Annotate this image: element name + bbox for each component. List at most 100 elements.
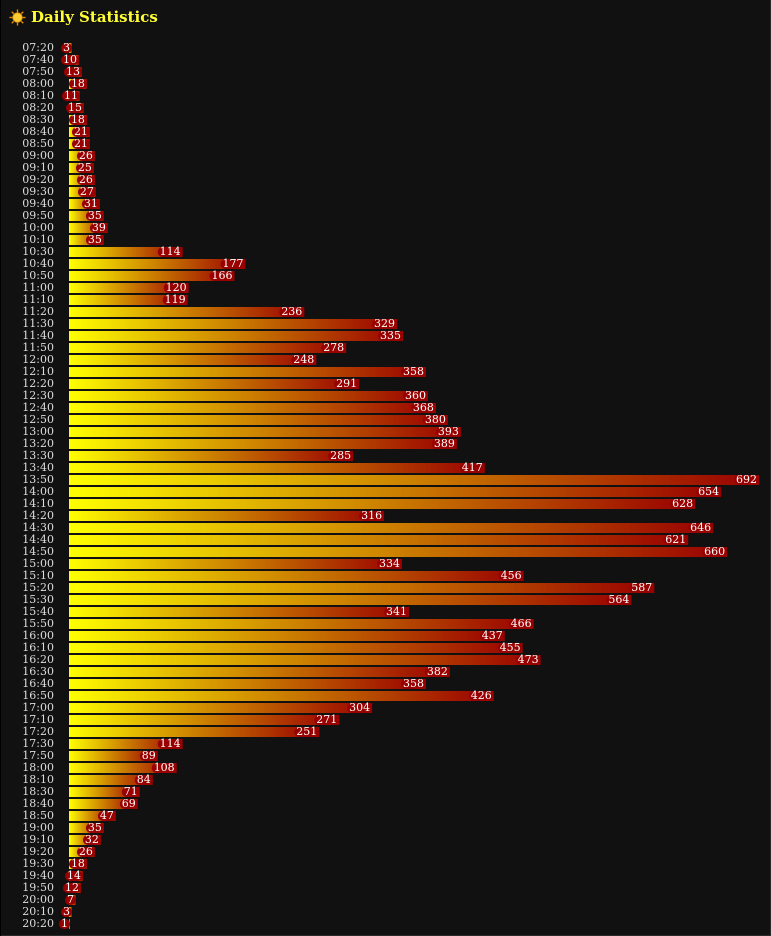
value-badge [121, 787, 140, 797]
value-label: 621 [665, 533, 686, 546]
bar [69, 367, 426, 377]
value-badge [459, 463, 485, 473]
category-label: 08:20 [22, 101, 54, 114]
category-label: 18:10 [22, 773, 54, 786]
value-label: 18 [71, 857, 85, 870]
category-label: 19:20 [22, 845, 54, 858]
value-badge [64, 895, 76, 905]
value-badge [377, 559, 403, 569]
value-label: 166 [212, 269, 233, 282]
bar [69, 391, 428, 401]
value-label: 380 [425, 413, 446, 426]
value-label: 15 [68, 101, 82, 114]
value-label: 47 [100, 809, 114, 822]
value-badge [734, 475, 759, 485]
value-label: 456 [501, 569, 522, 582]
value-label: 417 [462, 461, 483, 474]
bar [69, 355, 317, 365]
category-label: 15:50 [22, 617, 54, 630]
bar [69, 439, 457, 449]
category-label: 13:40 [22, 461, 54, 474]
value-label: 89 [142, 749, 156, 762]
bar [69, 523, 714, 533]
category-label: 19:00 [22, 821, 54, 834]
value-badge [82, 835, 101, 845]
bar [69, 427, 461, 437]
category-label: 09:10 [22, 161, 54, 174]
value-badge [61, 91, 80, 101]
value-badge [497, 643, 523, 653]
bar [69, 259, 246, 269]
category-label: 15:20 [22, 581, 54, 594]
category-label: 14:00 [22, 485, 54, 498]
bar [69, 643, 523, 653]
bar [69, 283, 189, 293]
category-label: 15:30 [22, 593, 54, 606]
bar [69, 343, 347, 353]
category-label: 10:10 [22, 233, 54, 246]
bar [69, 223, 108, 233]
value-badge [431, 439, 457, 449]
category-label: 07:50 [22, 65, 54, 78]
page-title: Daily Statistics [31, 8, 158, 26]
value-badge [688, 523, 714, 533]
value-badge [85, 823, 104, 833]
category-label: 07:40 [22, 53, 54, 66]
value-label: 341 [386, 605, 407, 618]
bar [69, 703, 373, 713]
value-badge [384, 607, 410, 617]
bar [69, 787, 140, 797]
category-label: 11:10 [22, 293, 54, 306]
category-label: 10:50 [22, 269, 54, 282]
value-badge [479, 631, 505, 641]
category-label: 14:30 [22, 521, 54, 534]
value-label: 84 [137, 773, 151, 786]
category-label: 12:40 [22, 401, 54, 414]
bar [69, 751, 158, 761]
category-label: 10:30 [22, 245, 54, 258]
value-label: 358 [403, 365, 424, 378]
category-label: 18:30 [22, 785, 54, 798]
value-label: 587 [631, 581, 652, 594]
value-badge [291, 355, 317, 365]
value-label: 3 [63, 41, 70, 54]
value-badge [359, 511, 385, 521]
value-badge [97, 811, 116, 821]
value-badge [81, 199, 100, 209]
category-label: 13:20 [22, 437, 54, 450]
value-badge [378, 331, 404, 341]
value-label: 360 [405, 389, 426, 402]
value-label: 393 [438, 425, 459, 438]
value-label: 26 [79, 149, 93, 162]
value-badge [68, 115, 87, 125]
value-badge [422, 415, 448, 425]
value-label: 248 [293, 353, 314, 366]
value-label: 564 [608, 593, 629, 606]
value-label: 1 [61, 917, 68, 930]
value-label: 35 [88, 821, 102, 834]
bar [69, 595, 632, 605]
category-label: 08:00 [22, 77, 54, 90]
value-label: 335 [380, 329, 401, 342]
value-badge [68, 79, 87, 89]
bar [69, 607, 410, 617]
value-badge [328, 451, 354, 461]
category-label: 16:40 [22, 677, 54, 690]
value-label: 26 [79, 173, 93, 186]
value-badge [515, 655, 541, 665]
bar [69, 691, 494, 701]
bar [69, 763, 177, 773]
bar [69, 331, 404, 341]
value-label: 177 [222, 257, 243, 270]
category-label: 12:30 [22, 389, 54, 402]
value-badge [89, 223, 108, 233]
value-badge [71, 127, 90, 137]
value-label: 389 [434, 437, 455, 450]
value-badge [400, 679, 426, 689]
value-badge [60, 43, 72, 53]
value-badge [151, 763, 177, 773]
category-label: 08:30 [22, 113, 54, 126]
value-badge [85, 235, 104, 245]
value-badge [134, 775, 153, 785]
